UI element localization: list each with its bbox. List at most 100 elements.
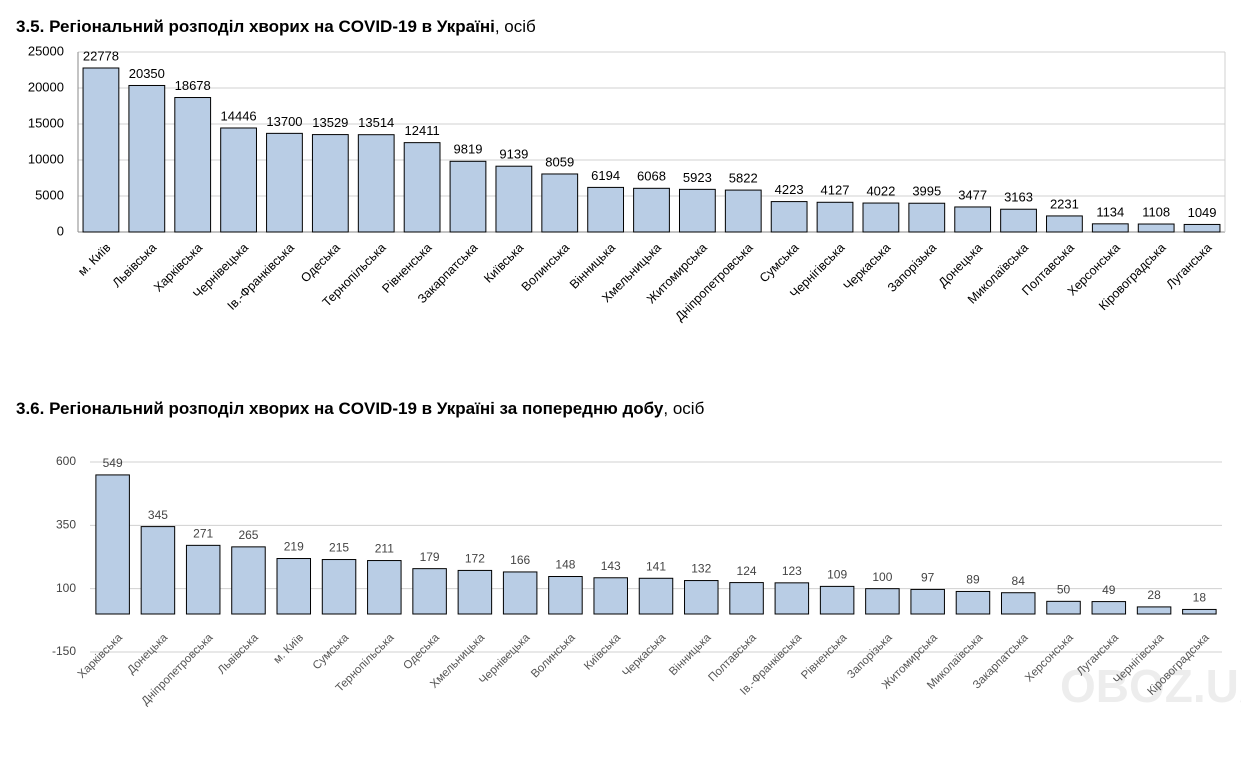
bar: [1137, 223, 1175, 233]
bar: [684, 580, 719, 615]
bar: [865, 588, 900, 615]
value-label: 4022: [866, 183, 895, 198]
bar: [231, 546, 266, 615]
value-label: 9139: [499, 147, 528, 162]
y-tick-label: 10000: [28, 151, 64, 166]
y-tick-label: 5000: [35, 187, 64, 202]
chart-title: 3.5. Регіональний розподіл хворих на COV…: [16, 17, 536, 36]
bar: [140, 526, 176, 615]
value-label: 1108: [1142, 204, 1170, 219]
x-tick-label: Волинська: [529, 631, 578, 680]
value-label: 123: [782, 564, 802, 578]
bar: [449, 160, 487, 233]
value-label: 172: [465, 552, 485, 566]
y-tick-label: 350: [56, 518, 76, 532]
value-label: 84: [1012, 574, 1026, 588]
value-label: 271: [193, 527, 213, 541]
bar: [1000, 592, 1036, 615]
bar: [1046, 600, 1081, 615]
x-tick-label: Донецька: [125, 631, 170, 676]
bar: [770, 201, 808, 233]
value-label: 4127: [821, 183, 850, 198]
bar: [729, 582, 764, 615]
x-tick-label: Харківська: [76, 631, 126, 681]
value-label: 49: [1102, 583, 1116, 597]
bar: [174, 97, 212, 233]
y-tick-label: -150: [52, 644, 76, 658]
bar: [220, 127, 257, 233]
value-label: 6194: [591, 168, 620, 183]
value-label: 124: [737, 564, 757, 578]
value-label: 1134: [1096, 204, 1124, 219]
x-tick-label: Луганська: [1163, 241, 1214, 292]
value-label: 148: [555, 558, 575, 572]
value-label: 109: [827, 568, 847, 582]
value-label: 18: [1193, 591, 1207, 605]
x-tick-label: м. Київ: [75, 240, 113, 278]
value-label: 6068: [637, 169, 666, 184]
bar: [774, 582, 810, 615]
bar: [548, 576, 583, 615]
value-label: 5822: [729, 171, 758, 186]
value-label: 4223: [775, 182, 804, 197]
value-label: 549: [103, 456, 123, 470]
value-label: 215: [329, 541, 349, 555]
bar: [403, 142, 441, 233]
bar: [819, 585, 855, 615]
value-label: 143: [601, 559, 621, 573]
value-label: 9819: [454, 142, 483, 157]
bar: [321, 559, 357, 615]
bar: [1091, 601, 1127, 615]
x-tick-label: Донецька: [936, 241, 985, 290]
value-label: 13529: [312, 115, 348, 130]
title-text: 3.5. Регіональний розподіл хворих на COV…: [16, 17, 495, 36]
value-label: 50: [1057, 583, 1071, 597]
bar: [82, 67, 120, 233]
bar: [1046, 215, 1083, 233]
bar: [95, 474, 130, 615]
title-unit: , осіб: [495, 17, 536, 36]
y-tick-label: 600: [56, 454, 76, 468]
value-label: 265: [238, 528, 258, 542]
bar: [541, 173, 579, 233]
value-label: 166: [510, 553, 530, 567]
x-tick-label: Сумська: [757, 241, 802, 286]
bar: [955, 590, 991, 615]
x-tick-label: Вінницька: [667, 631, 714, 678]
value-label: 14446: [221, 108, 257, 123]
x-tick-label: Рівненська: [799, 631, 850, 682]
value-label: 22778: [83, 48, 119, 63]
title-text: 3.6. Регіональний розподіл хворих на COV…: [16, 399, 664, 418]
x-tick-label: Львівська: [216, 631, 261, 676]
value-label: 3995: [912, 184, 941, 199]
value-label: 8059: [545, 154, 574, 169]
value-label: 18678: [175, 78, 211, 93]
bar: [412, 568, 447, 615]
x-tick-label: Черкаська: [620, 631, 668, 679]
value-label: 28: [1147, 588, 1161, 602]
bar: [638, 577, 674, 615]
value-label: 100: [872, 570, 892, 584]
value-label: 12411: [405, 123, 440, 138]
value-label: 5923: [683, 170, 712, 185]
bar: [908, 202, 946, 233]
bar: [367, 560, 402, 615]
bar: [502, 571, 538, 615]
bar: [1183, 223, 1221, 233]
value-label: 13700: [266, 114, 302, 129]
bar: [128, 84, 166, 233]
value-label: 3477: [958, 187, 987, 202]
bar: [862, 202, 900, 233]
y-tick-label: 20000: [28, 79, 64, 94]
value-label: 345: [148, 508, 168, 522]
bar: [1136, 606, 1172, 615]
value-label: 132: [691, 562, 711, 576]
title-unit: , осіб: [663, 399, 704, 418]
x-tick-label: м. Київ: [272, 632, 306, 666]
bar: [587, 186, 625, 233]
chart-title: 3.6. Регіональний розподіл хворих на COV…: [16, 399, 705, 418]
value-label: 20350: [129, 66, 165, 81]
value-label: 1049: [1188, 205, 1217, 220]
value-label: 3163: [1004, 190, 1033, 205]
x-tick-label: Волинська: [519, 241, 573, 295]
